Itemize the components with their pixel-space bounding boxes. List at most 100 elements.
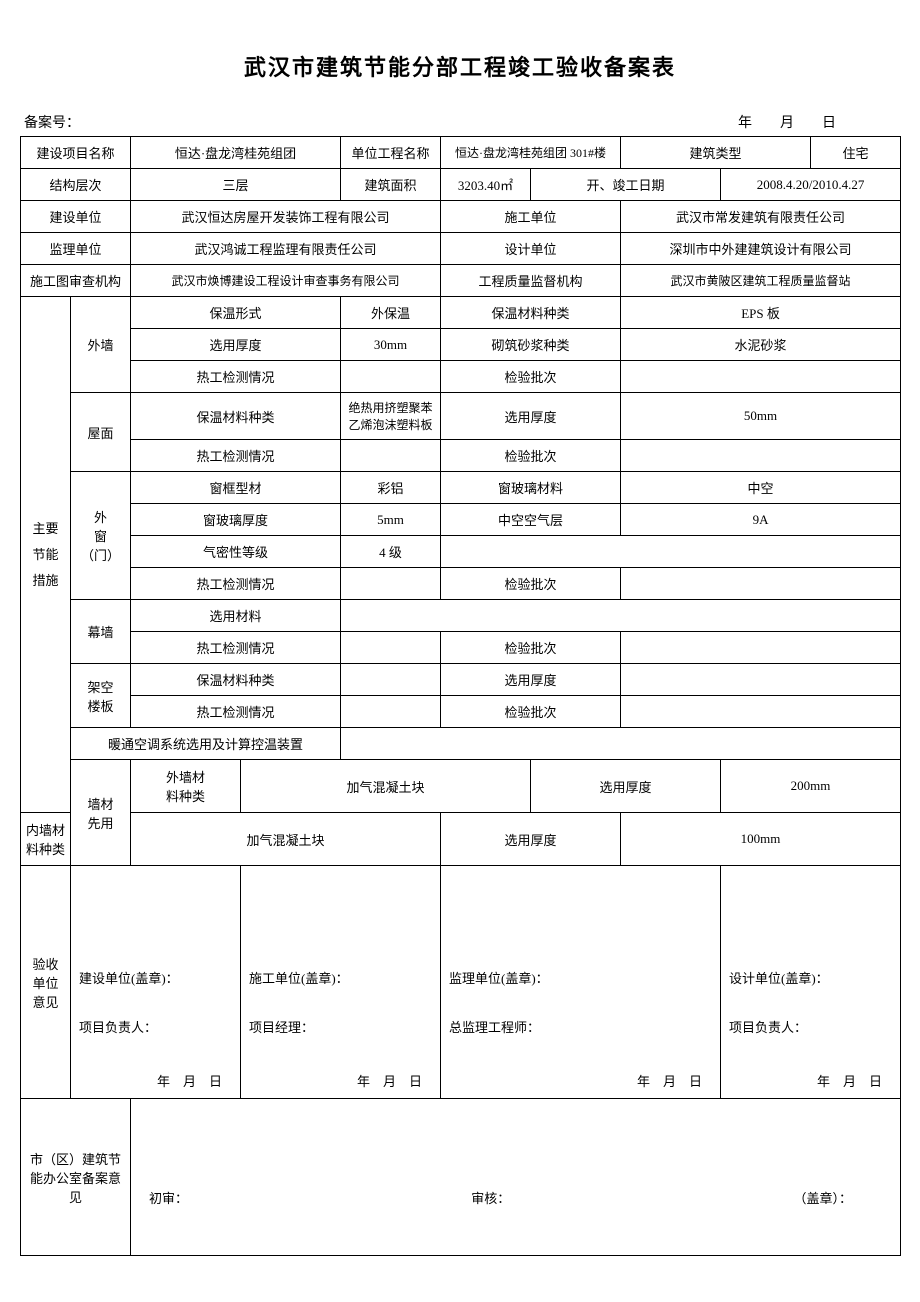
value-air-tightness: 4 级	[341, 536, 441, 568]
label-curtain-batch: 检验批次	[441, 632, 621, 664]
label-wall-material: 墙材先用	[71, 760, 131, 866]
label-drawing-review: 施工图审查机构	[21, 265, 131, 297]
cell-empty	[621, 568, 901, 600]
label-supervision-unit: 监理单位	[21, 233, 131, 265]
label-int-wall-mat: 内墙材料种类	[21, 813, 71, 866]
sig-contractor: 施工单位(盖章)： 项目经理： 年 月 日	[241, 866, 441, 1099]
value-ext-wall-mat-thk: 200mm	[721, 760, 901, 813]
seal: （盖章）：	[794, 1188, 853, 1207]
value-frame: 彩铝	[341, 472, 441, 504]
label-mortar: 砌筑砂浆种类	[441, 329, 621, 361]
value-glass: 中空	[621, 472, 901, 504]
label-int-wall-mat-thk: 选用厚度	[441, 813, 621, 866]
sig-construction-leader: 项目负责人：	[79, 1017, 232, 1036]
value-area: 3203.40㎡	[441, 169, 531, 201]
label-glass-thickness: 窗玻璃厚度	[131, 504, 341, 536]
label-raised-floor: 架空楼板	[71, 664, 131, 728]
label-ext-wall-batch: 检验批次	[441, 361, 621, 393]
value-int-wall-mat-thk: 100mm	[621, 813, 901, 866]
label-acceptance: 验收单位意见	[21, 866, 71, 1099]
label-roof-test: 热工检测情况	[131, 440, 341, 472]
cell-empty	[341, 361, 441, 393]
label-air-tightness: 气密性等级	[131, 536, 341, 568]
sig-date: 年 月 日	[249, 1071, 432, 1090]
label-ext-window: 外窗（门）	[71, 472, 131, 600]
header-date: 年 月 日	[738, 112, 836, 132]
cell-empty	[621, 632, 901, 664]
first-review: 初审：	[149, 1188, 188, 1207]
label-glass: 窗玻璃材料	[441, 472, 621, 504]
label-main-measures: 主要节能措施	[21, 297, 71, 813]
sig-date: 年 月 日	[449, 1071, 712, 1090]
sig-construction-seal: 建设单位(盖章)：	[79, 968, 232, 987]
value-mortar: 水泥砂浆	[621, 329, 901, 361]
label-curtain-material: 选用材料	[131, 600, 341, 632]
page-title: 武汉市建筑节能分部工程竣工验收备案表	[20, 50, 900, 82]
cell-empty	[341, 632, 441, 664]
sig-design-seal: 设计单位(盖章)：	[729, 968, 892, 987]
value-dates: 2008.4.20/2010.4.27	[721, 169, 901, 201]
label-ext-wall-thickness: 选用厚度	[131, 329, 341, 361]
value-construction-unit: 武汉恒达房屋开发装饰工程有限公司	[131, 201, 441, 233]
value-ext-wall-form: 外保温	[341, 297, 441, 329]
value-ext-wall-mat: 加气混凝土块	[241, 760, 531, 813]
value-ext-wall-thickness: 30mm	[341, 329, 441, 361]
label-ext-wall-mat: 外墙材料种类	[131, 760, 241, 813]
label-ext-wall: 外墙	[71, 297, 131, 393]
record-box: 初审： 审核： （盖章）：	[131, 1099, 901, 1256]
label-record-opinion: 市（区）建筑节能办公室备案意见	[21, 1099, 131, 1256]
label-roof-insmat: 保温材料种类	[131, 393, 341, 440]
sig-date: 年 月 日	[79, 1071, 232, 1090]
sig-design-leader: 项目负责人：	[729, 1017, 892, 1036]
value-roof-insmat: 绝热用挤塑聚苯乙烯泡沫塑料板	[341, 393, 441, 440]
label-hvac: 暖通空调系统选用及计算控温装置	[71, 728, 341, 760]
label-insulation-form: 保温形式	[131, 297, 341, 329]
sig-chief-supervisor: 总监理工程师：	[449, 1017, 712, 1036]
label-roof-batch: 检验批次	[441, 440, 621, 472]
cell-empty	[341, 664, 441, 696]
label-quality-supervision: 工程质量监督机构	[441, 265, 621, 297]
sig-supervision-seal: 监理单位(盖章)：	[449, 968, 712, 987]
label-unit-project: 单位工程名称	[341, 137, 441, 169]
cell-empty	[341, 440, 441, 472]
record-no-label: 备案号：	[24, 112, 80, 132]
label-window-test: 热工检测情况	[131, 568, 341, 600]
value-glass-thickness: 5mm	[341, 504, 441, 536]
sig-design: 设计单位(盖章)： 项目负责人： 年 月 日	[721, 866, 901, 1099]
label-dates: 开、竣工日期	[531, 169, 721, 201]
sig-supervision: 监理单位(盖章)： 总监理工程师： 年 月 日	[441, 866, 721, 1099]
label-window-batch: 检验批次	[441, 568, 621, 600]
value-structure: 三层	[131, 169, 341, 201]
label-building-type: 建筑类型	[621, 137, 811, 169]
label-floor-insmat: 保温材料种类	[131, 664, 341, 696]
cell-empty	[621, 440, 901, 472]
label-project-name: 建设项目名称	[21, 137, 131, 169]
label-area: 建筑面积	[341, 169, 441, 201]
value-contractor-unit: 武汉市常发建筑有限责任公司	[621, 201, 901, 233]
main-table: 建设项目名称 恒达·盘龙湾桂苑组团 单位工程名称 恒达·盘龙湾桂苑组团 301#…	[20, 136, 901, 1256]
value-unit-project: 恒达·盘龙湾桂苑组团 301#楼	[441, 137, 621, 169]
cell-empty	[341, 568, 441, 600]
label-ext-wall-mat-thk: 选用厚度	[531, 760, 721, 813]
value-int-wall-mat: 加气混凝土块	[131, 813, 441, 866]
sig-construction: 建设单位(盖章)： 项目负责人： 年 月 日	[71, 866, 241, 1099]
label-structure: 结构层次	[21, 169, 131, 201]
label-contractor-unit: 施工单位	[441, 201, 621, 233]
sig-contractor-manager: 项目经理：	[249, 1017, 432, 1036]
sig-date: 年 月 日	[729, 1071, 892, 1090]
label-frame: 窗框型材	[131, 472, 341, 504]
value-quality-supervision: 武汉市黄陂区建筑工程质量监督站	[621, 265, 901, 297]
label-curtain: 幕墙	[71, 600, 131, 664]
audit: 审核：	[471, 1188, 510, 1207]
value-design-unit: 深圳市中外建建筑设计有限公司	[621, 233, 901, 265]
label-ext-wall-insmat: 保温材料种类	[441, 297, 621, 329]
value-roof-thickness: 50mm	[621, 393, 901, 440]
cell-empty	[621, 664, 901, 696]
label-floor-test: 热工检测情况	[131, 696, 341, 728]
label-roof: 屋面	[71, 393, 131, 472]
label-curtain-test: 热工检测情况	[131, 632, 341, 664]
value-air-layer: 9A	[621, 504, 901, 536]
label-ext-wall-test: 热工检测情况	[131, 361, 341, 393]
value-ext-wall-insmat: EPS 板	[621, 297, 901, 329]
cell-empty	[621, 361, 901, 393]
